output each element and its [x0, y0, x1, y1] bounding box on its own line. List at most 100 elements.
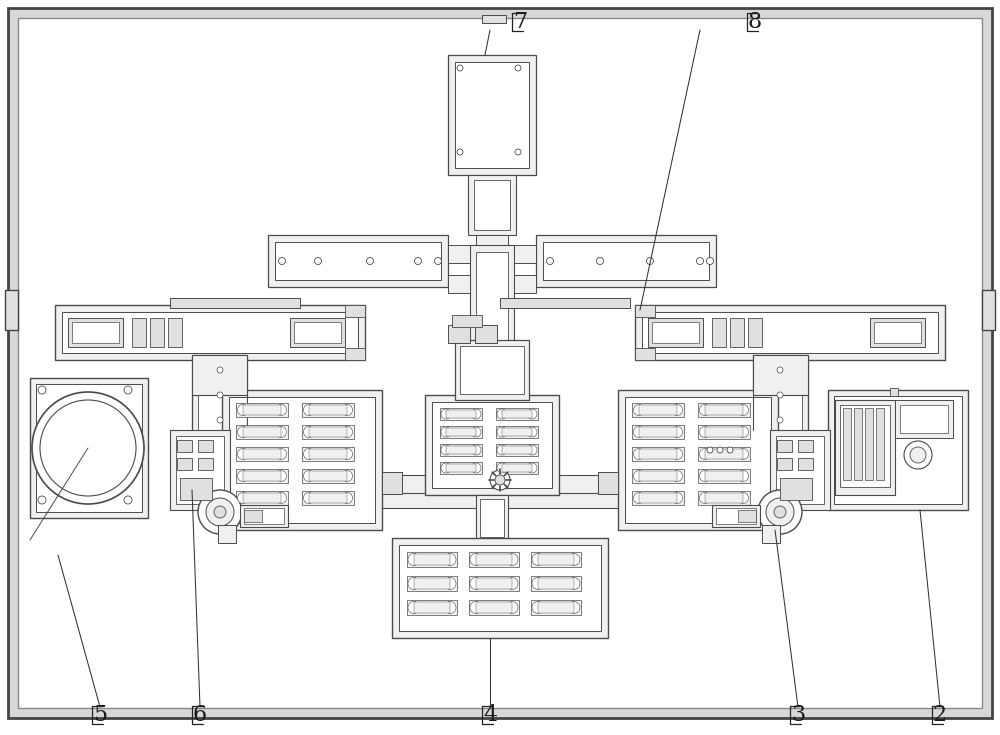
Bar — [698, 491, 750, 505]
Circle shape — [634, 404, 644, 415]
Bar — [870, 318, 925, 347]
Bar — [176, 436, 224, 504]
Bar — [648, 318, 703, 347]
Circle shape — [444, 601, 456, 614]
Circle shape — [672, 404, 682, 415]
Bar — [531, 600, 581, 615]
Bar — [890, 388, 898, 396]
Circle shape — [470, 601, 482, 614]
Circle shape — [314, 257, 322, 265]
Text: 7: 7 — [513, 11, 527, 33]
Bar — [476, 554, 512, 565]
Circle shape — [217, 367, 223, 373]
Bar — [698, 425, 750, 439]
Circle shape — [700, 448, 710, 459]
Bar — [598, 472, 618, 494]
Bar — [525, 480, 755, 502]
Circle shape — [238, 404, 248, 415]
Circle shape — [717, 447, 723, 453]
Bar — [895, 400, 953, 438]
Bar — [840, 405, 890, 487]
Bar — [496, 462, 538, 474]
Circle shape — [497, 445, 507, 455]
Circle shape — [700, 426, 710, 437]
Bar — [531, 552, 581, 567]
Circle shape — [777, 459, 783, 465]
Bar — [828, 390, 968, 510]
Bar — [776, 436, 824, 504]
Bar — [243, 427, 281, 437]
Circle shape — [758, 490, 802, 534]
Bar — [309, 449, 347, 459]
Circle shape — [527, 427, 537, 437]
Bar — [482, 15, 506, 23]
Bar — [407, 600, 457, 615]
Bar — [440, 462, 482, 474]
Bar — [514, 275, 536, 293]
Circle shape — [124, 386, 132, 394]
Circle shape — [527, 463, 537, 473]
Bar — [198, 440, 213, 452]
Bar — [469, 552, 519, 567]
Bar — [639, 449, 677, 459]
Bar — [448, 245, 470, 263]
Circle shape — [634, 492, 644, 503]
Bar — [302, 491, 354, 505]
Bar — [392, 538, 608, 638]
Bar — [716, 508, 756, 524]
Bar — [470, 245, 514, 345]
Bar — [407, 552, 457, 567]
Circle shape — [342, 404, 352, 415]
Bar — [468, 175, 516, 235]
Bar — [222, 390, 382, 530]
Bar — [738, 510, 756, 522]
Circle shape — [527, 445, 537, 455]
Circle shape — [444, 578, 456, 589]
Circle shape — [342, 492, 352, 503]
Bar — [500, 298, 630, 308]
Circle shape — [527, 409, 537, 419]
Circle shape — [238, 492, 248, 503]
Bar — [432, 402, 552, 488]
Bar — [290, 318, 345, 347]
Bar — [236, 491, 288, 505]
Bar — [440, 408, 482, 420]
Bar — [777, 458, 792, 470]
Bar — [414, 602, 450, 613]
Bar — [476, 602, 512, 613]
Bar — [639, 427, 677, 437]
Bar — [780, 478, 812, 500]
Circle shape — [777, 392, 783, 398]
Circle shape — [515, 65, 521, 71]
Circle shape — [634, 470, 644, 481]
Bar — [55, 305, 365, 360]
Bar — [345, 305, 365, 317]
Circle shape — [214, 506, 226, 518]
Bar — [705, 405, 743, 415]
Bar — [762, 525, 780, 543]
Circle shape — [124, 496, 132, 504]
Bar — [243, 471, 281, 481]
Circle shape — [342, 448, 352, 459]
Bar — [440, 426, 482, 438]
Circle shape — [304, 426, 314, 437]
Circle shape — [672, 470, 682, 481]
Bar — [177, 458, 192, 470]
Bar — [446, 410, 476, 418]
Bar — [218, 525, 236, 543]
Bar — [30, 378, 148, 518]
Circle shape — [506, 553, 518, 565]
Bar — [705, 427, 743, 437]
Bar — [474, 180, 510, 230]
Bar — [448, 55, 536, 175]
Circle shape — [471, 445, 481, 455]
Bar — [294, 322, 341, 343]
Circle shape — [672, 492, 682, 503]
Bar — [469, 576, 519, 591]
Bar — [705, 471, 743, 481]
Circle shape — [634, 426, 644, 437]
Bar — [502, 410, 532, 418]
Bar — [446, 464, 476, 472]
Circle shape — [441, 409, 451, 419]
Circle shape — [470, 553, 482, 565]
